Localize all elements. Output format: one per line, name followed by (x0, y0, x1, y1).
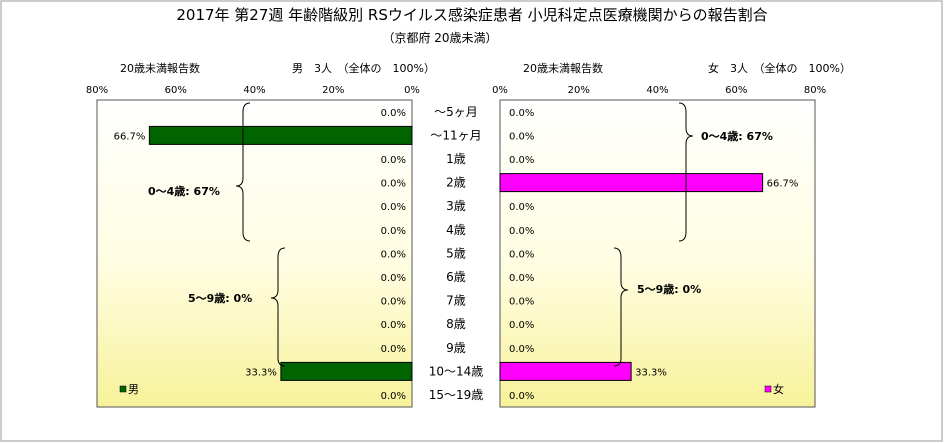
right-tick-label: 40% (646, 85, 668, 96)
male-value-label: 0.0% (381, 108, 406, 119)
right-group-5-9: 5～9歳: 0% (637, 282, 701, 296)
left-header-count: 20歳未満報告数 (120, 62, 200, 75)
left-plot-area (96, 99, 413, 408)
right-tick-label: 0% (492, 85, 508, 96)
male-value-label: 0.0% (381, 273, 406, 284)
age-category-label: ～5ヶ月 (434, 105, 478, 119)
female-value-label: 0.0% (509, 391, 534, 402)
right-header-female: 女 3人 （全体の 100%） (708, 61, 851, 75)
age-category-label: 9歳 (446, 341, 466, 355)
right-bars (499, 173, 764, 381)
male-value-label: 66.7% (114, 131, 146, 142)
legend-female-label: 女 (773, 382, 784, 396)
male-value-label: 0.0% (381, 391, 406, 402)
male-value-label: 0.0% (381, 320, 406, 331)
female-value-label: 0.0% (509, 155, 534, 166)
female-bar (499, 361, 632, 381)
female-value-label: 0.0% (509, 344, 534, 355)
left-bars (148, 125, 413, 381)
female-value-label: 0.0% (509, 249, 534, 260)
age-category-label: 5歳 (446, 246, 466, 260)
female-value-label: 0.0% (509, 226, 534, 237)
age-category-label: 2歳 (446, 176, 466, 190)
left-brace-5-9 (270, 247, 286, 367)
left-group-0-4: 0～4歳: 67% (148, 184, 220, 198)
legend-female-swatch (764, 385, 772, 393)
age-category-label: 6歳 (446, 270, 466, 284)
female-value-label: 0.0% (509, 202, 534, 213)
female-value-label: 0.0% (509, 131, 534, 142)
female-value-label: 0.0% (509, 320, 534, 331)
female-value-label: 0.0% (509, 273, 534, 284)
left-group-5-9: 5～9歳: 0% (188, 291, 252, 305)
right-axis-ticks: 0% 20% 40% 60% 80% (492, 85, 826, 96)
age-category-label: 8歳 (446, 317, 466, 331)
right-tick-label: 20% (568, 85, 590, 96)
male-value-label: 0.0% (381, 226, 406, 237)
male-value-label: 0.0% (381, 344, 406, 355)
left-brace-0-4 (235, 102, 251, 242)
left-tick-label: 80% (86, 85, 108, 96)
male-value-label: 0.0% (381, 179, 406, 190)
left-tick-label: 20% (322, 85, 344, 96)
male-value-label: 0.0% (381, 155, 406, 166)
male-value-label: 0.0% (381, 297, 406, 308)
left-axis-ticks: 80% 60% 40% 20% 0% (86, 85, 420, 96)
age-category-label: 3歳 (446, 199, 466, 213)
legend-male-label: 男 (128, 383, 139, 396)
male-bar (148, 125, 413, 145)
chart-title: 2017年 第27週 年齢階級別 RSウイルス感染症患者 小児科定点医療機関から… (176, 6, 767, 24)
right-value-labels: 0.0% 0.0% 0.0% 66.7% 0.0% 0.0% 0.0% 0.0% 0.0% 0.0… (509, 108, 798, 402)
right-tick-label: 60% (725, 85, 747, 96)
right-header-count: 20歳未満報告数 (523, 62, 603, 75)
age-category-label: 7歳 (446, 294, 466, 308)
left-tick-label: 60% (165, 85, 187, 96)
right-brace-0-4 (678, 102, 694, 242)
age-category-label: 4歳 (446, 223, 466, 237)
age-category-label: ～11ヶ月 (430, 128, 481, 142)
chart-subtitle: （京都府 20歳未満） (382, 30, 497, 45)
age-labels: ～5ヶ月 ～11ヶ月 1歳 2歳 3歳 4歳 5歳 6歳 7歳 8歳 9歳 10～14歳 15～19歳 (429, 105, 484, 402)
right-plot-area (499, 99, 816, 408)
right-brace-5-9 (613, 247, 629, 367)
female-value-label: 0.0% (509, 108, 534, 119)
female-bar (499, 173, 764, 193)
male-value-label: 0.0% (381, 249, 406, 260)
male-value-label: 33.3% (245, 367, 277, 378)
age-category-label: 10～14歳 (429, 364, 484, 378)
left-header-male: 男 3人 （全体の 100%） (292, 61, 435, 75)
female-value-label: 66.7% (767, 179, 799, 190)
legend-male-swatch (119, 385, 127, 393)
male-value-label: 0.0% (381, 202, 406, 213)
age-category-label: 1歳 (446, 152, 466, 166)
left-tick-label: 0% (404, 85, 420, 96)
right-tick-label: 80% (804, 85, 826, 96)
left-tick-label: 40% (243, 85, 265, 96)
female-value-label: 0.0% (509, 297, 534, 308)
female-value-label: 33.3% (635, 367, 667, 378)
male-bar (280, 361, 413, 381)
age-category-label: 15～19歳 (429, 388, 484, 402)
right-group-0-4: 0～4歳: 67% (701, 129, 773, 143)
left-value-labels: 0.0% 66.7% 0.0% 0.0% 0.0% 0.0% 0.0% 0.0% 0.0% 0.0… (114, 108, 406, 402)
